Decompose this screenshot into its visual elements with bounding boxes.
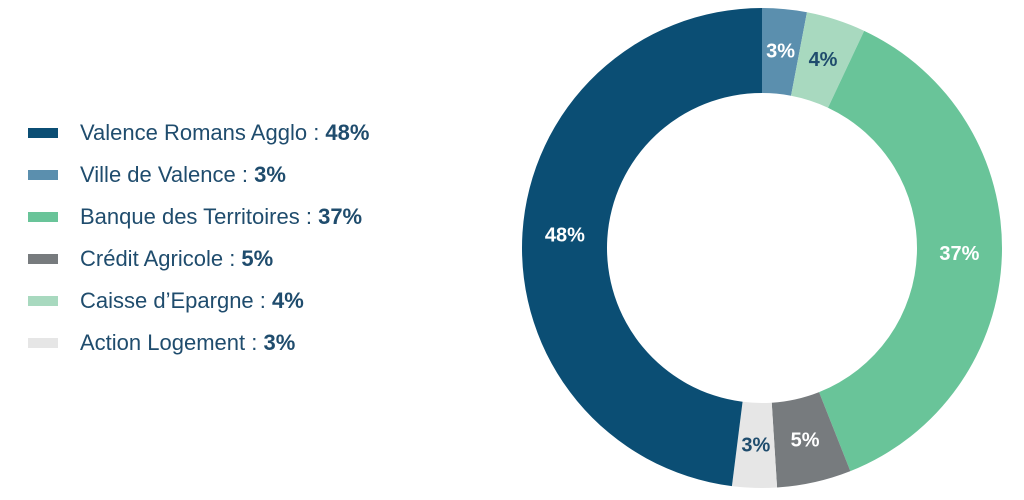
legend-swatch — [28, 296, 58, 306]
donut-slice-ville-de-valence — [762, 8, 807, 96]
legend-label: Banque des Territoires — [80, 204, 300, 229]
slice-label-caisse-d-epargne: 4% — [809, 49, 838, 71]
donut-slice-credit-agricole — [771, 392, 851, 488]
legend-value: 4% — [272, 288, 304, 313]
legend-value: 48% — [325, 120, 370, 145]
slice-label-valence-romans-agglo: 48% — [545, 225, 585, 247]
legend-label: Caisse d’Epargne — [80, 288, 254, 313]
legend-separator: : — [307, 120, 326, 145]
legend-item-banque-des-territoires: Banque des Territoires : 37% — [28, 196, 448, 238]
legend-label: Valence Romans Agglo — [80, 120, 308, 145]
slice-label-banque-des-territoires: 37% — [939, 243, 979, 265]
legend-item-action-logement: Action Logement : 3% — [28, 322, 448, 364]
slice-label-action-logement: 3% — [741, 434, 770, 456]
slice-label-credit-agricole: 5% — [791, 430, 820, 452]
donut-slice-valence-romans-agglo — [521, 8, 762, 487]
legend-value: 3% — [263, 330, 296, 355]
donut-slice-banque-des-territoires — [819, 30, 1003, 472]
legend-swatch — [28, 170, 58, 180]
legend-item-ville-de-valence: Ville de Valence : 3% — [28, 154, 448, 196]
legend-separator: : — [245, 330, 264, 355]
legend-item-valence-romans-agglo: Valence Romans Agglo : 48% — [28, 112, 448, 154]
legend-value: 3% — [254, 162, 286, 187]
slice-label-ville-de-valence: 3% — [766, 40, 795, 62]
legend-separator: : — [299, 204, 319, 229]
legend-value: 5% — [241, 246, 274, 271]
chart-legend: Valence Romans Agglo : 48% Ville de Vale… — [28, 112, 448, 364]
legend-value: 37% — [318, 204, 363, 229]
legend-item-caisse-depargne: Caisse d’Epargne : 4% — [28, 280, 448, 322]
legend-swatch — [28, 254, 58, 264]
legend-item-credit-agricole: Crédit Agricole : 5% — [28, 238, 448, 280]
donut-slice-action-logement — [731, 401, 778, 489]
legend-label: Crédit Agricole — [80, 246, 224, 271]
legend-label: Action Logement — [80, 330, 246, 355]
legend-swatch — [28, 212, 58, 222]
legend-separator: : — [235, 162, 255, 187]
legend-separator: : — [223, 246, 242, 271]
donut-slice-caisse-d-epargne — [791, 12, 865, 108]
legend-swatch — [28, 338, 58, 348]
legend-separator: : — [253, 288, 273, 313]
legend-swatch — [28, 128, 58, 138]
legend-label: Ville de Valence — [80, 162, 236, 187]
